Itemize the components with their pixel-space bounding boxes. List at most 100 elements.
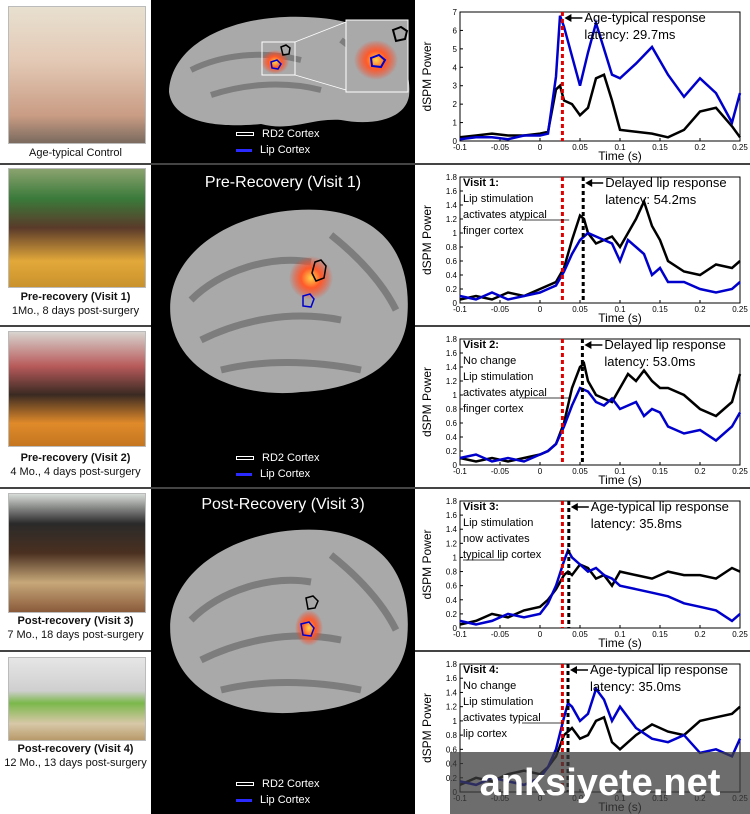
chart-control: 0 1 2 3 4 5 6 7 -0.1 -0.05 0 0.05 0.1 0.15 0.2 0.25 Time… — [415, 0, 750, 163]
x-tick-label: 0.05 — [572, 143, 588, 152]
latency-annotation: latency: 35.8ms — [591, 516, 683, 531]
x-tick-label: 0.2 — [694, 630, 706, 639]
y-tick-label: 0.6 — [446, 582, 458, 591]
y-tick-label: 7 — [453, 8, 458, 17]
caption-visit1: Pre-recovery (Visit 1) 1Mo., 8 days post-… — [11, 291, 140, 317]
y-tick-label: 0.8 — [446, 243, 458, 252]
y-tick-label: 1.2 — [446, 377, 458, 386]
x-tick-label: 0.25 — [732, 305, 748, 314]
y-tick-label: 0 — [453, 299, 458, 308]
brain-images — [169, 16, 410, 714]
y-tick-label: 1 — [453, 553, 458, 562]
x-axis-label: Time (s) — [598, 636, 642, 650]
latency-annotation: latency: 29.7ms — [584, 27, 676, 42]
y-tick-label: 1 — [453, 119, 458, 128]
photo-visit3 — [8, 493, 146, 613]
series-line-lip — [459, 15, 742, 141]
latency-annotation: Age-typical response — [584, 10, 705, 25]
caption-visit2: Pre-recovery (Visit 2) 4 Mo., 4 days post… — [10, 452, 141, 478]
y-tick-label: 5 — [453, 45, 458, 54]
y-tick-label: 1 — [453, 229, 458, 238]
x-tick-label: 0.2 — [694, 467, 706, 476]
y-tick-label: 1.8 — [446, 660, 458, 669]
photo-visit2 — [8, 331, 146, 447]
latency-annotation: Age-typical lip response — [590, 662, 728, 677]
visit-label: Visit 1: — [463, 177, 499, 189]
visit-label: Visit 3: — [463, 501, 499, 513]
series-line-rd2 — [459, 562, 741, 626]
visit-description: finger cortex — [463, 403, 524, 415]
y-tick-label: 0.8 — [446, 568, 458, 577]
y-tick-label: 0.2 — [446, 447, 458, 456]
x-tick-label: 0.05 — [572, 630, 588, 639]
x-tick-label: -0.05 — [491, 305, 510, 314]
x-tick-label: 0.15 — [652, 143, 668, 152]
visit-description: activates typical — [463, 712, 541, 724]
y-tick-label: 1 — [453, 717, 458, 726]
y-tick-label: 0 — [453, 137, 458, 146]
x-tick-label: 0.25 — [732, 630, 748, 639]
y-tick-label: 0.6 — [446, 257, 458, 266]
y-tick-label: 1.4 — [446, 525, 458, 534]
watermark: anksiyete.net — [450, 752, 750, 814]
arrow-head-icon — [570, 503, 578, 511]
visit-description: Lip stimulation — [463, 696, 533, 708]
y-axis-label: dSPM Power — [420, 367, 434, 437]
brain-surface-visit3 — [170, 529, 408, 714]
x-tick-label: -0.05 — [491, 467, 510, 476]
x-tick-label: -0.05 — [491, 143, 510, 152]
x-tick-label: 0.25 — [732, 467, 748, 476]
x-tick-label: 0.1 — [614, 143, 626, 152]
photo-visit4 — [8, 657, 146, 741]
x-axis-label: Time (s) — [598, 311, 642, 325]
x-tick-label: -0.1 — [453, 143, 467, 152]
divider — [0, 163, 750, 165]
visit-description: Lip stimulation — [463, 517, 533, 529]
arrow-head-icon — [585, 179, 593, 187]
x-axis-label: Time (s) — [598, 149, 642, 163]
arrow-head-icon — [584, 341, 592, 349]
x-tick-label: 0.2 — [694, 305, 706, 314]
legend-bottom: RD2 Cortex Lip Cortex — [236, 776, 319, 808]
title-pre-recovery: Pre-Recovery (Visit 1) — [204, 174, 362, 191]
x-tick-label: 0.1 — [614, 630, 626, 639]
legend-top: RD2 Cortex Lip Cortex — [236, 126, 319, 158]
y-tick-label: 0.8 — [446, 405, 458, 414]
y-tick-label: 1.4 — [446, 201, 458, 210]
plot-area — [459, 500, 741, 629]
y-tick-label: 0.4 — [446, 271, 458, 280]
y-tick-label: 0.6 — [446, 419, 458, 428]
visit-description: now activates — [463, 533, 530, 545]
y-tick-label: 0.4 — [446, 596, 458, 605]
x-tick-label: -0.1 — [453, 305, 467, 314]
series-line-rd2 — [459, 361, 742, 463]
x-tick-label: 0 — [538, 305, 543, 314]
visit-description: activates atypical — [463, 387, 547, 399]
series-line-rd2 — [459, 198, 741, 301]
y-axis-label: dSPM Power — [420, 41, 434, 111]
y-tick-label: 0.8 — [446, 731, 458, 740]
y-axis-label: dSPM Power — [420, 529, 434, 599]
y-axis-label: dSPM Power — [420, 693, 434, 763]
y-tick-label: 1.2 — [446, 539, 458, 548]
arrow-head-icon — [570, 666, 577, 674]
y-tick-label: 1.8 — [446, 173, 458, 182]
photo-visit1 — [8, 168, 146, 288]
latency-annotation: Age-typical lip response — [591, 499, 729, 514]
y-tick-label: 1.4 — [446, 363, 458, 372]
y-tick-label: 0.4 — [446, 433, 458, 442]
y-tick-label: 0 — [453, 624, 458, 633]
y-axis-label: dSPM Power — [420, 205, 434, 275]
divider — [0, 650, 151, 652]
y-tick-label: 1.6 — [446, 674, 458, 683]
title-post-recovery: Post-Recovery (Visit 3) — [201, 496, 365, 513]
chart-visit3: 0 0.2 0.4 0.6 0.8 1 1.2 1.4 1.6 1.8 -0.1 -0.05 0 0.05… — [415, 489, 750, 650]
y-tick-label: 1.8 — [446, 497, 458, 506]
visit-description: lip cortex — [463, 728, 508, 740]
x-tick-label: 0.1 — [614, 305, 626, 314]
y-tick-label: 1.6 — [446, 511, 458, 520]
y-tick-label: 1.8 — [446, 335, 458, 344]
x-tick-label: 0 — [538, 467, 543, 476]
y-tick-label: 0.2 — [446, 285, 458, 294]
chart-visit1: 0 0.2 0.4 0.6 0.8 1 1.2 1.4 1.6 1.8 -0.1 -0.05 0 0.05… — [415, 165, 750, 325]
